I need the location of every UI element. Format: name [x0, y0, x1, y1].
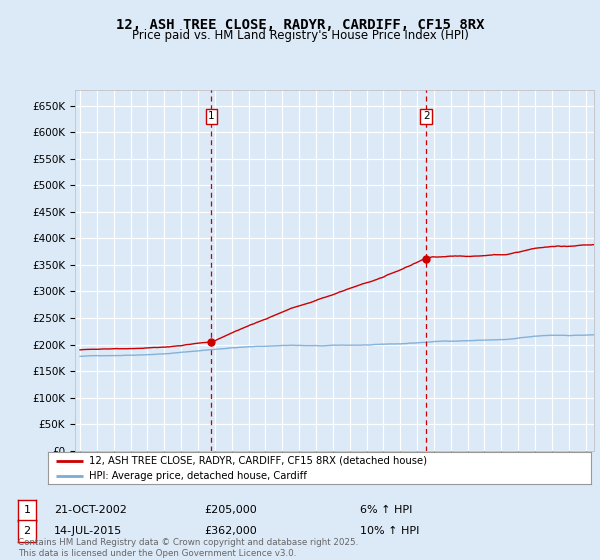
- Text: £205,000: £205,000: [204, 505, 257, 515]
- Text: 21-OCT-2002: 21-OCT-2002: [54, 505, 127, 515]
- Text: 6% ↑ HPI: 6% ↑ HPI: [360, 505, 412, 515]
- Text: 12, ASH TREE CLOSE, RADYR, CARDIFF, CF15 8RX: 12, ASH TREE CLOSE, RADYR, CARDIFF, CF15…: [116, 18, 484, 32]
- Text: £362,000: £362,000: [204, 526, 257, 536]
- Text: 10% ↑ HPI: 10% ↑ HPI: [360, 526, 419, 536]
- Text: 2: 2: [423, 111, 430, 121]
- Text: 1: 1: [23, 505, 31, 515]
- Text: HPI: Average price, detached house, Cardiff: HPI: Average price, detached house, Card…: [89, 472, 307, 481]
- Text: 14-JUL-2015: 14-JUL-2015: [54, 526, 122, 536]
- Text: 1: 1: [208, 111, 215, 121]
- Text: Price paid vs. HM Land Registry's House Price Index (HPI): Price paid vs. HM Land Registry's House …: [131, 29, 469, 42]
- Text: 2: 2: [23, 526, 31, 536]
- Text: Contains HM Land Registry data © Crown copyright and database right 2025.
This d: Contains HM Land Registry data © Crown c…: [18, 538, 358, 558]
- Text: 12, ASH TREE CLOSE, RADYR, CARDIFF, CF15 8RX (detached house): 12, ASH TREE CLOSE, RADYR, CARDIFF, CF15…: [89, 456, 427, 466]
